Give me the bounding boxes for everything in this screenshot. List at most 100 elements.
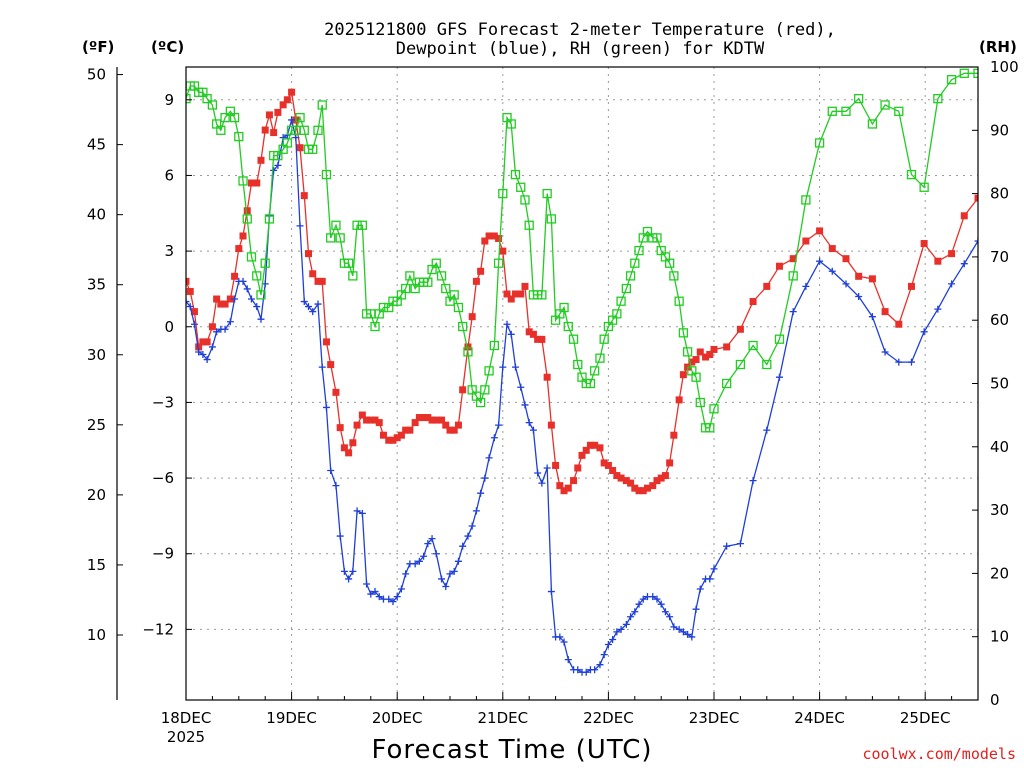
rh-point (260, 258, 270, 268)
dewpoint-point (424, 540, 432, 548)
dewpoint-point (213, 328, 221, 336)
dewpoint-point (340, 567, 348, 575)
temperature-point (855, 272, 863, 280)
rh-point (854, 94, 864, 104)
dewpoint-point (775, 373, 783, 381)
dewpoint-point (679, 628, 687, 636)
time-tick-label: 24DEC (794, 709, 845, 727)
temperature-point (226, 295, 234, 303)
temperature-point (454, 421, 462, 429)
temperature-point (231, 272, 239, 280)
rh-point (867, 119, 878, 129)
time-tick-label: 25DEC (900, 709, 951, 727)
rh-point (400, 283, 411, 294)
dewpoint-point (397, 585, 405, 593)
temperature-point (596, 444, 604, 452)
temperature-point (190, 308, 198, 316)
temperature-point (649, 482, 657, 490)
dewpoint-point (363, 580, 371, 588)
temperature-point (217, 300, 225, 308)
rh-tick-label: 40 (990, 438, 1009, 456)
fahrenheit-tick-label: 40 (87, 206, 106, 224)
temperature-point (763, 282, 771, 290)
dewpoint-point (855, 292, 863, 300)
rh-point (321, 169, 332, 180)
temperature-point (485, 232, 493, 240)
rh-point (568, 334, 579, 344)
dewpoint-point (186, 303, 194, 311)
dewpoint-point (221, 325, 229, 333)
fahrenheit-tick-label: 15 (87, 556, 106, 574)
celsius-tick-label: −12 (142, 620, 174, 638)
rh-tick-label: 80 (990, 185, 1009, 203)
temperature-point (239, 232, 247, 240)
temperature-point (221, 300, 229, 308)
rh-point (691, 372, 701, 382)
dewpoint-point (688, 633, 696, 641)
rh-point (216, 125, 226, 135)
rh-point (484, 366, 494, 376)
rh-point (542, 188, 552, 199)
temperature-point (283, 96, 291, 104)
temperature-point (635, 487, 643, 495)
dewpoint-point (247, 295, 255, 303)
dewpoint-point (881, 348, 889, 356)
dewpoint-point (596, 661, 604, 669)
temperature-point (371, 416, 379, 424)
temperature-point (420, 414, 428, 422)
rh-point (348, 271, 358, 281)
temperature-point (710, 345, 718, 353)
rh-point (510, 169, 521, 180)
rh-point (595, 353, 605, 363)
temperature-point (657, 474, 665, 482)
rh-point (493, 258, 504, 268)
dewpoint-point (723, 542, 731, 550)
rh-series (186, 68, 978, 433)
temperature-point (442, 421, 450, 429)
time-tick-label: 23DEC (689, 709, 740, 727)
dewpoint-line (186, 117, 978, 673)
rh-point (695, 397, 705, 408)
temperature-point (327, 361, 335, 369)
rh-point (959, 68, 969, 78)
dewpoint-point (736, 540, 744, 548)
temperature-point (525, 328, 533, 336)
celsius-tick-label: 0 (164, 318, 174, 336)
dewpoint-point (402, 570, 410, 578)
temperature-point (345, 449, 353, 457)
fahrenheit-tick-label: 25 (87, 416, 106, 434)
dewpoint-point (454, 557, 462, 565)
rh-point (634, 245, 644, 256)
temperature-series (186, 88, 978, 495)
rh-point (919, 182, 929, 192)
dewpoint-point (495, 421, 503, 429)
dewpoint-point (649, 593, 657, 601)
rh-point (246, 252, 257, 262)
temperature-point (332, 388, 340, 396)
dewpoint-point (828, 267, 836, 275)
dewpoint-point (684, 630, 692, 638)
rh-point (814, 138, 825, 148)
temperature-point (186, 277, 190, 285)
dewpoint-point (231, 295, 239, 303)
rh-tick-label: 30 (990, 501, 1009, 519)
dewpoint-point (802, 282, 810, 290)
dewpoint-point (706, 575, 714, 583)
rh-point (563, 321, 573, 332)
temperature-point (574, 464, 582, 472)
temperature-point (534, 335, 542, 343)
temperature-point (749, 298, 757, 306)
dewpoint-point (208, 343, 216, 351)
dewpoint-point (199, 350, 207, 358)
rh-point (229, 112, 240, 123)
temperature-point (261, 126, 269, 134)
unit-label-fahrenheit: (ºF) (82, 38, 114, 56)
credit-link[interactable]: coolwx.com/models (862, 745, 1016, 763)
temperature-point (639, 487, 647, 495)
temperature-point (789, 255, 797, 263)
rh-tick-label: 90 (990, 121, 1009, 139)
rh-point (498, 188, 508, 199)
dewpoint-point (511, 363, 519, 371)
dewpoint-point (842, 280, 850, 288)
